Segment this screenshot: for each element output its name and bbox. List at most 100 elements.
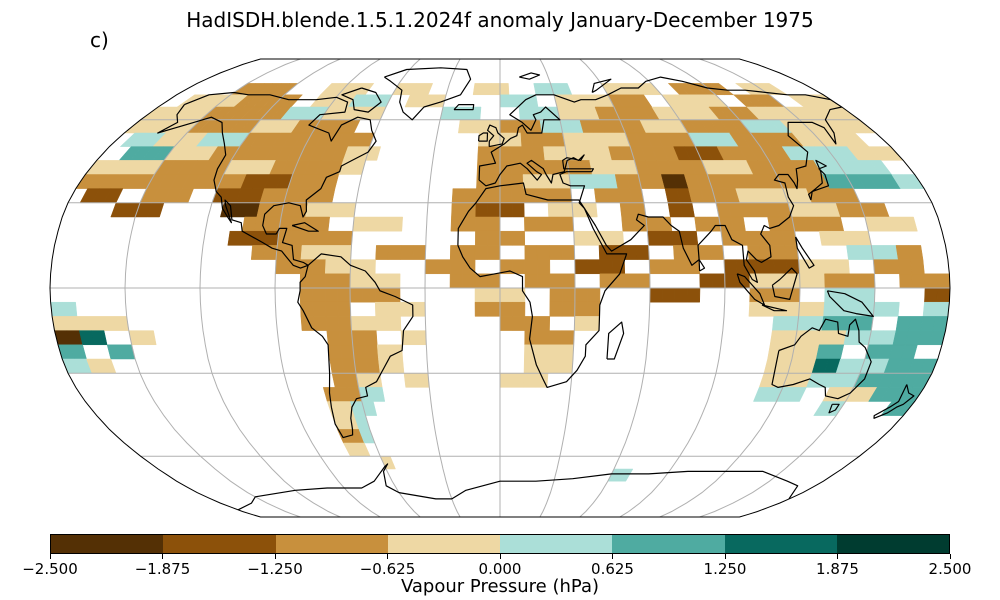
colorbar-tick-label: 1.875 xyxy=(816,560,859,578)
grid-cell xyxy=(499,287,513,303)
grid-cell xyxy=(511,174,524,189)
colorbar-tick-label: −2.500 xyxy=(22,560,78,578)
grid-cell xyxy=(312,301,327,317)
grid-cell xyxy=(512,259,526,275)
grid-cell xyxy=(861,273,876,289)
colorbar-tick-label: −0.625 xyxy=(359,560,416,578)
grid-cell xyxy=(710,245,725,260)
colorbar-tick xyxy=(837,554,838,559)
colorbar-segment xyxy=(724,535,837,553)
grid-cell xyxy=(532,146,546,161)
grid-cell xyxy=(299,287,314,303)
grid-cell xyxy=(337,273,351,289)
grid-cell xyxy=(313,245,328,260)
grid-cell xyxy=(810,259,825,275)
grid-cell xyxy=(924,287,938,303)
grid-cell xyxy=(533,160,547,175)
grid-cell xyxy=(325,316,340,331)
grid-cell xyxy=(375,316,389,331)
grid-cell xyxy=(784,316,799,331)
grid-cell xyxy=(799,273,813,289)
grid-cell xyxy=(536,330,550,346)
grid-cell xyxy=(547,358,562,374)
grid-cell xyxy=(511,188,525,204)
colorbar-tick-label: 2.500 xyxy=(928,560,972,578)
grid-cell xyxy=(499,174,513,189)
coastline xyxy=(487,124,505,148)
colorbar-tick-label: 0.000 xyxy=(478,560,522,578)
grid-cell xyxy=(275,259,289,275)
grid-cell xyxy=(389,216,403,232)
grid-cell xyxy=(885,259,900,275)
grid-cell xyxy=(227,230,243,246)
grid-cell xyxy=(387,273,401,289)
grid-cell xyxy=(499,301,513,317)
grid-cell xyxy=(537,259,551,275)
grid-cell xyxy=(475,216,489,232)
grid-cell xyxy=(337,287,351,303)
anomaly-grid xyxy=(50,83,950,482)
grid-cell xyxy=(499,119,511,134)
grid-cell xyxy=(365,358,381,374)
grid-cell xyxy=(326,330,341,346)
grid-cell xyxy=(524,216,538,232)
grid-cell xyxy=(772,316,787,331)
grid-cell xyxy=(873,301,888,317)
grid-cell xyxy=(374,287,388,303)
grid-cell xyxy=(823,301,838,317)
grid-cell xyxy=(487,273,501,289)
grid-cell xyxy=(449,273,463,289)
grid-cell xyxy=(490,83,501,96)
grid-cell xyxy=(911,273,926,289)
grid-cell xyxy=(531,132,544,147)
grid-cell xyxy=(312,259,327,275)
grid-cell xyxy=(324,287,338,303)
coastline xyxy=(606,321,625,360)
grid-cell xyxy=(922,301,938,317)
grid-cell xyxy=(254,216,270,232)
grid-cell xyxy=(573,230,587,246)
grid-cell xyxy=(387,316,402,331)
grid-cell xyxy=(472,83,484,96)
grid-cell xyxy=(511,372,525,388)
grid-cell xyxy=(772,245,787,260)
coastline xyxy=(453,104,475,111)
grid-cell xyxy=(673,259,688,275)
grid-cell xyxy=(329,358,345,374)
grid-cell xyxy=(512,316,526,331)
grid-cell xyxy=(535,358,549,374)
grid-cell xyxy=(773,259,788,275)
grid-cell xyxy=(748,301,763,317)
grid-cell xyxy=(89,316,105,331)
grid-cell xyxy=(508,94,520,108)
colorbar-segment xyxy=(500,535,613,553)
colorbar-label: Vapour Pressure (hPa) xyxy=(400,576,600,597)
colorbar-segment xyxy=(275,535,388,553)
grid-cell xyxy=(548,330,563,346)
grid-cell xyxy=(475,230,488,246)
coastlines xyxy=(157,67,915,511)
grid-cell xyxy=(730,216,746,232)
grid-cell xyxy=(821,316,837,331)
grid-cell xyxy=(352,216,367,232)
colorbar-tick-label: −1.250 xyxy=(247,560,303,578)
grid-cell xyxy=(936,273,950,289)
grid-cell xyxy=(757,230,773,246)
grid-cell xyxy=(312,273,326,289)
grid-cell xyxy=(510,132,522,147)
grid-cell xyxy=(796,316,812,331)
grid-cell xyxy=(101,316,117,331)
grid-cell xyxy=(487,216,501,232)
grid-cell xyxy=(76,316,92,331)
grid-cell xyxy=(512,301,526,317)
grid-cell xyxy=(389,344,403,360)
grid-cell xyxy=(337,245,352,260)
grid-cell xyxy=(325,245,340,260)
grid-cell xyxy=(560,216,574,232)
grid-cell xyxy=(662,287,676,303)
grid-cell xyxy=(338,230,353,246)
grid-cell xyxy=(412,301,426,317)
grid-cell xyxy=(499,202,513,218)
grid-cell xyxy=(549,287,563,303)
colorbar-segment xyxy=(51,535,164,553)
